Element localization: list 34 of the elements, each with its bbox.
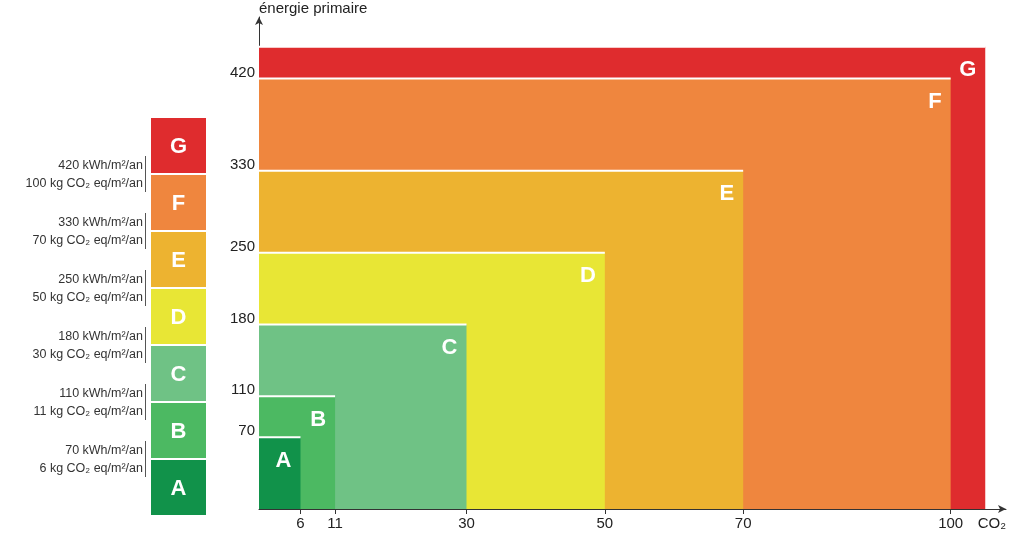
y-tick-label: 250 [229,236,255,254]
series-label: G [959,56,977,82]
y-tick-label: 420 [229,62,255,80]
x-tick-label: 70 [734,514,752,531]
x-tick-label: 50 [596,514,614,531]
y-tick-label: 330 [229,154,255,172]
x-tick-label: 100 [938,514,964,531]
series-label: E [719,180,735,206]
y-axis-title: énergie primaire [259,0,368,16]
text: G [169,132,188,158]
x-tick-label: 11 [327,514,343,531]
x-tick-label: 6 [296,514,305,531]
text: D [170,303,187,329]
series-label: F [928,88,942,113]
y-tick-label: 70 [238,421,255,439]
y-tick-label: 110 [231,380,255,398]
series-label: B [310,405,327,431]
x-axis-title: CO₂ [977,514,1007,531]
y-tick-label: 180 [229,308,255,326]
text: 420 kWh/m²/an 100 kg CO₂ eq/m²/an [25,156,146,192]
text: 110 kWh/m²/an 11 kg CO₂ eq/m²/an [33,384,146,420]
series-label: D [579,262,596,288]
text: 330 kWh/m²/an 70 kg CO₂ eq/m²/an [32,213,146,249]
text: C [170,360,187,386]
text: E [171,246,186,272]
x-tick-label: 30 [458,514,475,531]
text: 250 kWh/m²/an 50 kg CO₂ eq/m²/an [32,270,146,306]
text: 70 kWh/m²/an 6 kg CO₂ eq/m²/an [39,441,146,477]
text: 180 kWh/m²/an 30 kg CO₂ eq/m²/an [32,327,146,363]
series-label: C [441,334,458,359]
text: F [171,189,186,215]
series-label: A [275,446,292,472]
text: A [170,474,187,500]
text: B [170,417,187,443]
